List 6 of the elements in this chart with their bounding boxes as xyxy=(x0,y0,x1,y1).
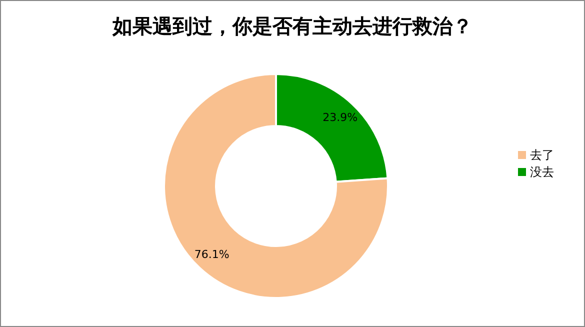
data-label: 23.9% xyxy=(322,110,358,124)
data-label: 76.1% xyxy=(194,248,230,262)
legend-label: 去了 xyxy=(530,148,554,162)
donut-slice xyxy=(163,73,389,299)
legend-label: 没去 xyxy=(530,164,554,178)
chart-title: 如果遇到过，你是否有主动去进行救治？ xyxy=(111,13,474,40)
